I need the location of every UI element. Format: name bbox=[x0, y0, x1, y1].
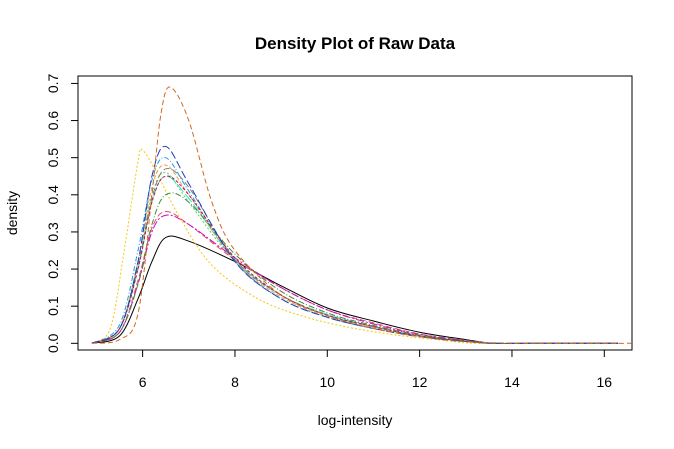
x-tick-label: 16 bbox=[597, 374, 613, 390]
density-curve-13 bbox=[91, 86, 633, 344]
y-axis-label: density bbox=[4, 191, 20, 235]
x-tick-label: 10 bbox=[320, 374, 336, 390]
density-curve-1 bbox=[91, 235, 619, 345]
y-tick-label: 0.6 bbox=[45, 111, 61, 131]
y-tick-label: 0.5 bbox=[45, 148, 61, 168]
y-tick-label: 0.4 bbox=[45, 185, 61, 205]
x-tick-label: 6 bbox=[139, 374, 147, 390]
y-tick-label: 0.1 bbox=[45, 296, 61, 316]
series-layer bbox=[91, 86, 633, 345]
x-axis-label: log-intensity bbox=[318, 412, 393, 428]
x-axis: 6 8 10 12 14 16 bbox=[139, 349, 613, 390]
y-tick-label: 0.3 bbox=[45, 222, 61, 242]
x-tick-label: 12 bbox=[412, 374, 428, 390]
x-tick-label: 8 bbox=[231, 374, 239, 390]
y-tick-label: 0.7 bbox=[45, 73, 61, 93]
y-axis: 0.0 0.1 0.2 0.3 0.4 0.5 0.6 0.7 bbox=[45, 73, 79, 353]
chart-title: Density Plot of Raw Data bbox=[255, 34, 456, 53]
density-curve-11 bbox=[91, 192, 619, 344]
x-tick-label: 14 bbox=[504, 374, 520, 390]
y-tick-label: 0.2 bbox=[45, 259, 61, 279]
density-curve-12 bbox=[91, 145, 619, 344]
y-tick-label: 0.0 bbox=[45, 333, 61, 353]
density-curve-8 bbox=[91, 167, 619, 344]
density-curve-4 bbox=[91, 156, 619, 344]
density-curve-7 bbox=[91, 148, 619, 345]
